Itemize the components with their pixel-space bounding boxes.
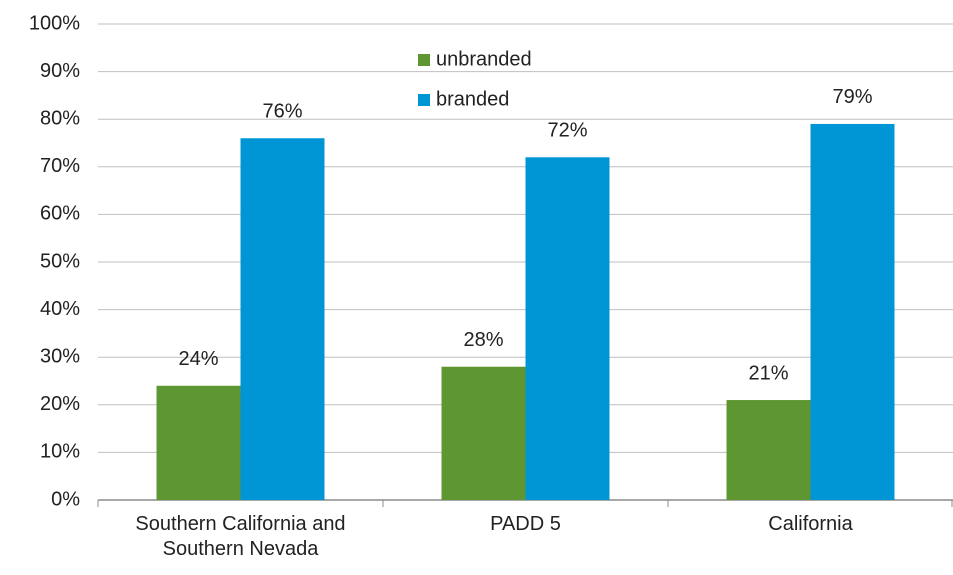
x-tick-label: Southern California and Southern Nevada xyxy=(135,513,346,560)
legend-marker xyxy=(418,94,430,106)
y-tick-label: 40% xyxy=(40,298,80,320)
value-label: 24% xyxy=(178,348,218,370)
y-tick-label: 90% xyxy=(40,60,80,82)
bar xyxy=(156,385,241,500)
value-label: 76% xyxy=(262,101,302,123)
legend-label: branded xyxy=(436,88,509,110)
bar xyxy=(240,138,325,501)
bar xyxy=(726,400,811,500)
bar xyxy=(525,157,610,500)
legend-marker xyxy=(418,54,430,66)
bar xyxy=(441,366,526,500)
value-label: 21% xyxy=(748,362,788,384)
y-tick-label: 80% xyxy=(40,107,80,129)
x-tick-label: California xyxy=(768,513,853,535)
bar xyxy=(810,123,895,501)
x-tick-label: PADD 5 xyxy=(490,513,561,535)
y-tick-label: 0% xyxy=(51,488,80,510)
value-label: 79% xyxy=(832,86,872,108)
y-tick-label: 50% xyxy=(40,250,80,272)
y-tick-label: 30% xyxy=(40,345,80,367)
y-tick-label: 100% xyxy=(29,12,80,34)
y-tick-label: 10% xyxy=(40,441,80,463)
y-tick-label: 20% xyxy=(40,393,80,415)
legend-label: unbranded xyxy=(436,48,532,70)
y-tick-label: 70% xyxy=(40,155,80,177)
value-label: 28% xyxy=(463,329,503,351)
value-label: 72% xyxy=(547,120,587,142)
y-tick-label: 60% xyxy=(40,203,80,225)
